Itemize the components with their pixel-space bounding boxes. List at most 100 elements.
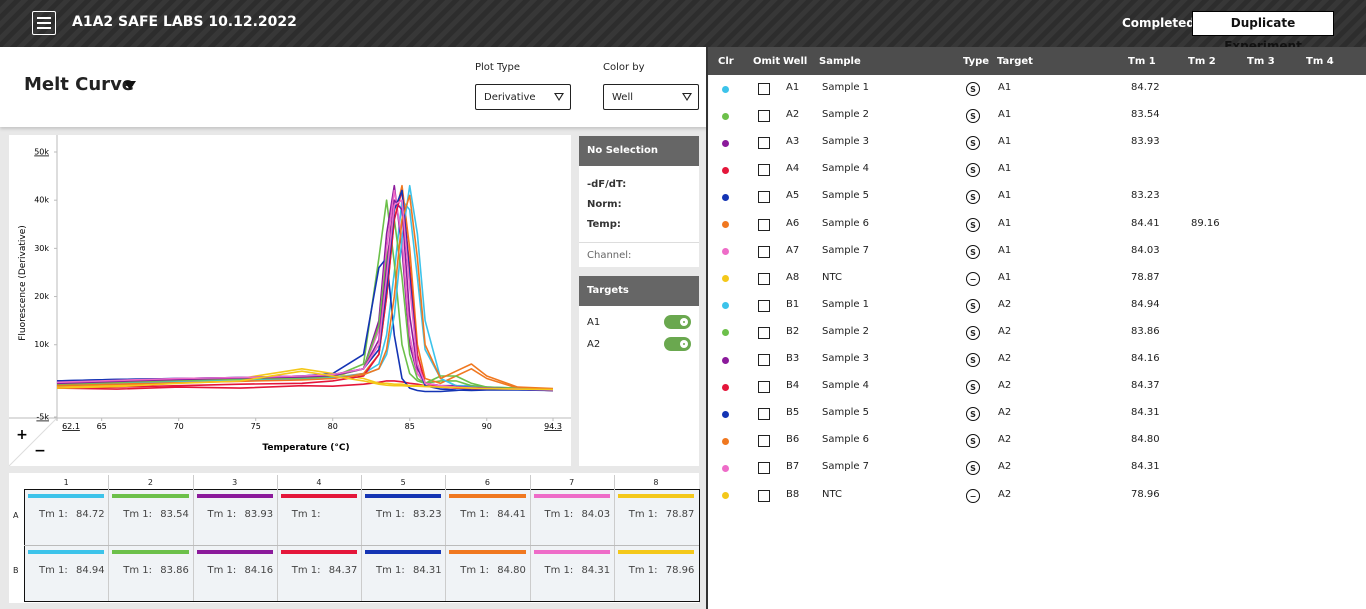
omit-checkbox[interactable]: [758, 489, 770, 502]
target-name: A1: [998, 271, 1012, 283]
sample-type: S: [966, 434, 980, 449]
menu-button[interactable]: [32, 11, 56, 35]
omit-checkbox[interactable]: [758, 110, 770, 123]
plate-tm-label: Tm 1:: [460, 564, 490, 576]
color-by-select[interactable]: Well: [603, 84, 699, 110]
plate-tm-label: Tm 1:: [291, 509, 321, 520]
plate-row-label: A: [13, 510, 19, 520]
melt-curve: [56, 199, 554, 392]
well-id: A8: [786, 271, 800, 283]
sample-name: Sample 3: [822, 353, 870, 364]
target-name: A2: [998, 461, 1012, 473]
omit-checkbox[interactable]: [758, 218, 770, 231]
plate-row-line: [24, 544, 699, 546]
plate-color-bar: [365, 549, 442, 554]
target-name: A1: [998, 163, 1012, 175]
well-color: [722, 356, 729, 364]
plate-color-bar: [617, 494, 694, 498]
omit-checkbox[interactable]: [758, 299, 770, 312]
y-tick-label: 20k: [34, 292, 49, 301]
x-tick-label: 80: [328, 422, 338, 431]
plate-column-label: 8: [653, 478, 659, 487]
y-tick-label: 10k: [34, 340, 49, 349]
target-name: A2: [998, 380, 1012, 392]
target-name: A2: [998, 325, 1012, 337]
view-dropdown-arrow[interactable]: [124, 81, 136, 90]
sample-name: Sample 6: [822, 434, 870, 446]
well-id: B3: [786, 353, 800, 364]
well-color: [722, 437, 729, 445]
zoom-in[interactable]: +: [16, 427, 28, 443]
melt-curve: [56, 189, 554, 391]
melt-curve: [56, 189, 554, 392]
omit-checkbox[interactable]: [758, 408, 770, 421]
omit-checkbox[interactable]: [758, 83, 770, 95]
target-toggle[interactable]: [664, 337, 691, 351]
well-id: A5: [786, 190, 800, 202]
omit-checkbox[interactable]: [758, 462, 770, 475]
plate-color-bar: [617, 549, 694, 554]
plate-color-bar: [449, 494, 526, 498]
sample-name: Sample 7: [822, 461, 870, 473]
selection-title: No Selection: [579, 136, 699, 166]
x-axis-label: Temperature (°C): [262, 443, 349, 453]
plate-col-line: [529, 475, 531, 601]
target-toggle[interactable]: [664, 315, 691, 329]
sample-name: Sample 1: [822, 298, 870, 310]
omit-checkbox[interactable]: [758, 245, 770, 258]
plate-color-bar: [533, 494, 610, 498]
plate-tm-value: 84.41: [497, 509, 526, 520]
tm1-value: 84.37: [1131, 380, 1160, 392]
readout-label: Temp:: [587, 219, 621, 230]
x-tick-label: 75: [251, 422, 261, 431]
plate-color-bar: [112, 549, 189, 554]
omit-checkbox[interactable]: [758, 272, 770, 285]
well-color: [722, 139, 729, 147]
plate-column-label: 3: [232, 478, 238, 487]
sample-type: S: [966, 109, 980, 124]
tm1-value: 84.94: [1131, 298, 1160, 310]
header-bar: [0, 0, 1366, 47]
chart-card: + − Fluorescence (Derivative) Temperatur…: [8, 135, 571, 467]
selection-panel: No Selection Channel: -dF/dT: Norm: Temp:: [579, 136, 699, 267]
plate-tm-value: 84.03: [581, 509, 611, 520]
target-name: A1: [998, 109, 1012, 121]
target-name: A1: [587, 317, 601, 328]
plate-tm-label: Tm 1:: [460, 509, 490, 520]
omit-checkbox[interactable]: [758, 191, 770, 204]
plate-color-bar: [365, 494, 442, 498]
sample-name: Sample 7: [822, 244, 870, 256]
duplicate-button[interactable]: Duplicate Experiment: [1192, 11, 1334, 53]
plate-tm-label: Tm 1:: [39, 564, 68, 576]
y-tick-label: 40k: [34, 196, 49, 205]
well-id: B8: [786, 488, 800, 500]
plate-color-bar: [112, 494, 189, 498]
target-name: A1: [998, 82, 1012, 93]
sample-name: Sample 3: [822, 136, 870, 148]
omit-checkbox[interactable]: [758, 354, 770, 366]
zoom-out[interactable]: −: [34, 443, 46, 459]
plate-tm-label: Tm 1:: [207, 564, 237, 576]
table-header: [708, 47, 1366, 75]
plot-type-label: Plot Type: [475, 62, 520, 73]
tm1-value: 78.87: [1131, 271, 1160, 283]
omit-checkbox[interactable]: [758, 381, 770, 394]
tm1-value: 83.86: [1131, 325, 1160, 337]
melt-curve: [56, 184, 554, 391]
well-id: B7: [786, 461, 800, 473]
omit-checkbox[interactable]: [758, 137, 770, 150]
plate-tm-value: 84.94: [76, 564, 105, 576]
sample-type: S: [966, 353, 980, 367]
omit-checkbox[interactable]: [758, 435, 770, 448]
column-header: Target: [997, 56, 1033, 67]
omit-checkbox[interactable]: [758, 164, 770, 177]
plate-col-line: [445, 475, 447, 601]
plot-type-select[interactable]: Derivative: [475, 84, 571, 110]
plate-color-bar: [196, 494, 273, 498]
plot-type-value: Derivative: [484, 92, 536, 103]
well-color: [722, 221, 729, 228]
well-id: A1: [786, 82, 800, 93]
view-title[interactable]: Melt Curve: [24, 74, 135, 95]
omit-checkbox[interactable]: [758, 326, 770, 339]
channel-label: Channel:: [587, 250, 632, 261]
